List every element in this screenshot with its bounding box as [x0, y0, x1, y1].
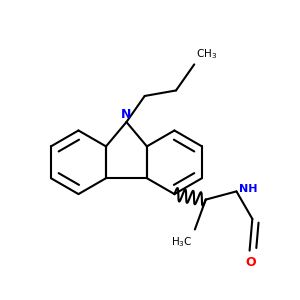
Text: O: O — [245, 256, 256, 269]
Text: NH: NH — [239, 184, 257, 194]
Text: H$_3$C: H$_3$C — [171, 235, 193, 249]
Text: CH$_3$: CH$_3$ — [196, 47, 217, 61]
Text: N: N — [121, 108, 132, 121]
